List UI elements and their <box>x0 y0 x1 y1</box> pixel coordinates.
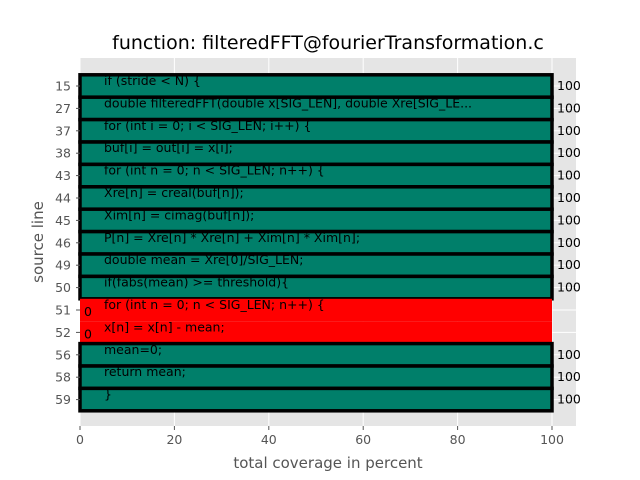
code-label: Xim[n] = cimag(buf[n]); <box>104 207 254 222</box>
value-label: 100 <box>557 257 581 272</box>
y-axis-label: source line <box>29 201 47 283</box>
chart-title: function: filteredFFT@fourierTransformat… <box>112 32 544 54</box>
code-label: return mean; <box>104 364 186 379</box>
uncovered-bar <box>80 298 552 322</box>
value-label: 100 <box>557 235 581 250</box>
value-label: 0 <box>84 304 92 319</box>
value-label: 100 <box>557 78 581 93</box>
code-label: P[n] = Xre[n] * Xre[n] + Xim[n] * Xim[n]… <box>104 230 360 245</box>
coverage-bar <box>78 386 554 413</box>
x-tick-label: 0 <box>76 432 84 447</box>
code-label: } <box>104 387 112 402</box>
uncovered-bar <box>80 321 552 344</box>
x-axis-label: total coverage in percent <box>233 454 422 472</box>
value-label: 100 <box>557 347 581 362</box>
y-tick-label: 43 <box>55 168 71 183</box>
code-label: if (stride < N) { <box>104 73 201 88</box>
y-tick-label: 46 <box>55 235 71 250</box>
y-tick-label: 52 <box>55 325 71 340</box>
x-tick-label: 100 <box>540 432 564 447</box>
y-tick-label: 37 <box>55 123 71 138</box>
code-label: for (int i = 0; i < SIG_LEN; i++) { <box>104 118 311 133</box>
value-label: 100 <box>557 100 581 115</box>
y-tick-label: 49 <box>55 258 71 273</box>
y-tick-label: 56 <box>55 347 71 362</box>
value-label: 100 <box>557 280 581 295</box>
code-label: for (int n = 0; n < SIG_LEN; n++) { <box>104 297 325 312</box>
code-label: if(fabs(mean) >= threshold){ <box>104 275 289 290</box>
code-labels-group: if (stride < N) { double filteredFFT(doub… <box>104 73 472 402</box>
x-tick-label: 80 <box>450 432 466 447</box>
code-label: double filteredFFT(double x[SIG_LEN], do… <box>104 95 472 110</box>
value-label: 100 <box>557 369 581 384</box>
code-label: for (int n = 0; n < SIG_LEN; n++) { <box>104 163 325 178</box>
y-tick-label: 27 <box>55 101 71 116</box>
x-tick-label: 60 <box>355 432 371 447</box>
value-label: 100 <box>557 123 581 138</box>
y-tick-label: 38 <box>55 146 71 161</box>
code-label: Xre[n] = creal(buf[n]); <box>104 185 244 200</box>
value-labels-group: 100 100 100 100 100 100 100 100 100 100 0 0 100 100 10… <box>84 78 581 407</box>
x-tick-label: 40 <box>261 432 277 447</box>
code-label: x[n] = x[n] - mean; <box>104 319 225 334</box>
y-ticks-group: 15 27 37 38 43 44 45 46 49 50 51 52 56 58 59 <box>55 79 80 407</box>
value-label: 100 <box>557 145 581 160</box>
y-tick-label: 59 <box>55 392 71 407</box>
code-label: double mean = Xre[0]/SIG_LEN; <box>104 252 303 267</box>
y-tick-label: 58 <box>55 370 71 385</box>
value-label: 0 <box>84 326 92 341</box>
y-tick-label: 44 <box>55 191 71 206</box>
y-tick-label: 15 <box>55 79 71 94</box>
value-label: 100 <box>557 190 581 205</box>
x-ticks-group: 0 20 40 60 80 100 <box>76 426 564 447</box>
y-tick-label: 45 <box>55 213 71 228</box>
value-label: 100 <box>557 168 581 183</box>
y-tick-label: 51 <box>55 303 71 318</box>
y-tick-label: 50 <box>55 280 71 295</box>
value-label: 100 <box>557 392 581 407</box>
value-label: 100 <box>557 212 581 227</box>
code-label: mean=0; <box>104 342 162 357</box>
code-label: buf[i] = out[i] = x[i]; <box>104 140 233 155</box>
x-tick-label: 20 <box>166 432 182 447</box>
